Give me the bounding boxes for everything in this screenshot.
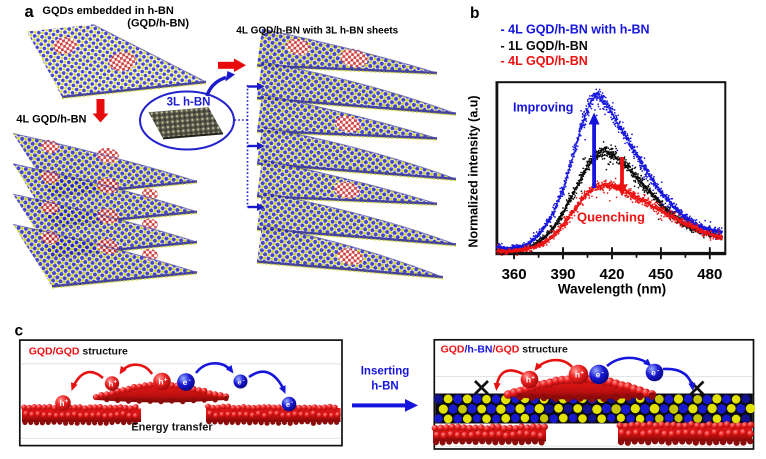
svg-text:390: 390	[550, 266, 575, 283]
svg-text:4L GQD/h-BN with 3L h-BN sheet: 4L GQD/h-BN with 3L h-BN sheets	[236, 26, 398, 37]
svg-text:+: +	[113, 380, 117, 386]
svg-text:Improving: Improving	[513, 101, 573, 115]
svg-text:h: h	[526, 375, 531, 385]
svg-text:(GQD/h-BN): (GQD/h-BN)	[127, 17, 189, 29]
svg-text:-: -	[601, 370, 603, 377]
svg-text:Normalized intensity (a.u): Normalized intensity (a.u)	[467, 95, 481, 247]
svg-text:-: -	[188, 377, 190, 384]
svg-text:-: -	[243, 378, 245, 384]
svg-text:Quenching: Quenching	[577, 210, 645, 225]
svg-text:450: 450	[648, 266, 673, 283]
svg-text:GQDs embedded in h-BN: GQDs embedded in h-BN	[42, 5, 173, 17]
svg-text:b: b	[470, 5, 479, 22]
svg-text:Wavelength (nm): Wavelength (nm)	[558, 282, 666, 297]
svg-text:Inserting: Inserting	[361, 366, 410, 378]
svg-text:e: e	[237, 377, 241, 386]
svg-text:+: +	[531, 375, 535, 382]
svg-text:-: -	[291, 399, 293, 406]
svg-text:e: e	[183, 377, 188, 387]
svg-text:h: h	[109, 379, 114, 388]
svg-text:h: h	[575, 370, 580, 380]
svg-text:GQD/h-BN/GQD structure: GQD/h-BN/GQD structure	[441, 344, 568, 356]
svg-text:+: +	[164, 377, 168, 384]
svg-text:+: +	[64, 398, 68, 405]
svg-text:-: -	[657, 368, 659, 375]
svg-text:360: 360	[502, 266, 527, 283]
svg-text:GQD/GQD structure: GQD/GQD structure	[29, 346, 128, 358]
svg-text:420: 420	[599, 266, 624, 283]
svg-text:c: c	[15, 323, 24, 340]
svg-text:- 4L GQD/h-BN: - 4L GQD/h-BN	[501, 54, 588, 68]
svg-text:e: e	[651, 368, 656, 378]
svg-text:e: e	[596, 370, 601, 380]
svg-text:h: h	[59, 399, 64, 408]
svg-text:3L h-BN: 3L h-BN	[167, 97, 211, 109]
svg-text:- 4L GQD/h-BN with h-BN: - 4L GQD/h-BN with h-BN	[501, 22, 650, 36]
svg-text:a: a	[25, 3, 35, 21]
svg-text:480: 480	[697, 266, 722, 283]
svg-text:h-BN: h-BN	[371, 381, 398, 393]
svg-text:h: h	[158, 377, 163, 387]
svg-text:Energy transfer: Energy transfer	[131, 422, 213, 434]
svg-text:4L GQD/h-BN: 4L GQD/h-BN	[16, 114, 86, 126]
svg-text:- 1L GQD/h-BN: - 1L GQD/h-BN	[501, 39, 588, 53]
svg-text:+: +	[580, 370, 584, 377]
svg-text:e: e	[286, 400, 291, 409]
